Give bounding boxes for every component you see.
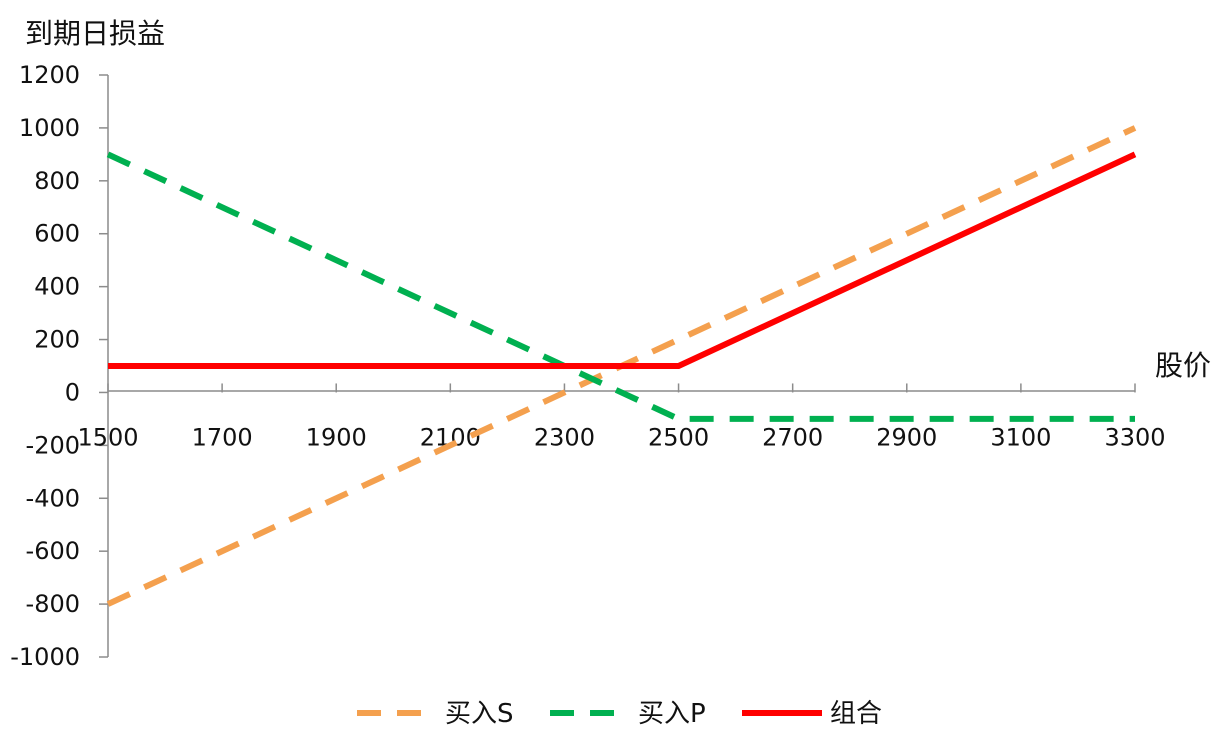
x-tick-label: 3100: [990, 423, 1051, 451]
y-tick-label: -600: [26, 537, 80, 565]
y-tick-label: 400: [34, 273, 80, 301]
series-line-2: [106, 151, 1135, 422]
x-tick-label: 2900: [876, 423, 937, 451]
x-axis-title: 股价: [1155, 349, 1211, 382]
x-tick-label: 1900: [306, 423, 367, 451]
y-axis-title: 到期日损益: [25, 17, 165, 50]
x-tick-label: 2300: [534, 423, 595, 451]
legend-label-1: 买入S: [445, 699, 514, 729]
x-tick-label: 1700: [192, 423, 253, 451]
series-line-3: [108, 151, 1137, 369]
y-tick-label: 1200: [19, 61, 80, 89]
legend: 买入S 买入P 组合: [357, 699, 882, 729]
y-tick-label: 600: [34, 220, 80, 248]
series-layer: [106, 125, 1137, 607]
x-tick-label: 2700: [762, 423, 823, 451]
y-tick-label: 1000: [19, 114, 80, 142]
y-tick-label: -200: [26, 431, 80, 459]
y-tick-label: -400: [26, 484, 80, 512]
y-tick-label: 800: [34, 167, 80, 195]
y-tick-label: 0: [65, 378, 80, 406]
x-tick-label: 2500: [648, 423, 709, 451]
y-tick-label: 200: [34, 326, 80, 354]
x-tick-label: 1500: [77, 423, 138, 451]
legend-label-3: 组合: [830, 699, 882, 729]
y-ticks: 1200 1000 800 600 400 200 0 -200 -400 -600 -800 -10…: [10, 61, 108, 671]
y-tick-label: -800: [26, 590, 80, 618]
y-tick-label: -1000: [10, 643, 80, 671]
plot-area: 1200 1000 800 600 400 200 0 -200 -400 -600 -800 -10…: [10, 61, 1165, 671]
x-tick-label: 3300: [1104, 423, 1165, 451]
legend-label-2: 买入P: [638, 699, 706, 729]
